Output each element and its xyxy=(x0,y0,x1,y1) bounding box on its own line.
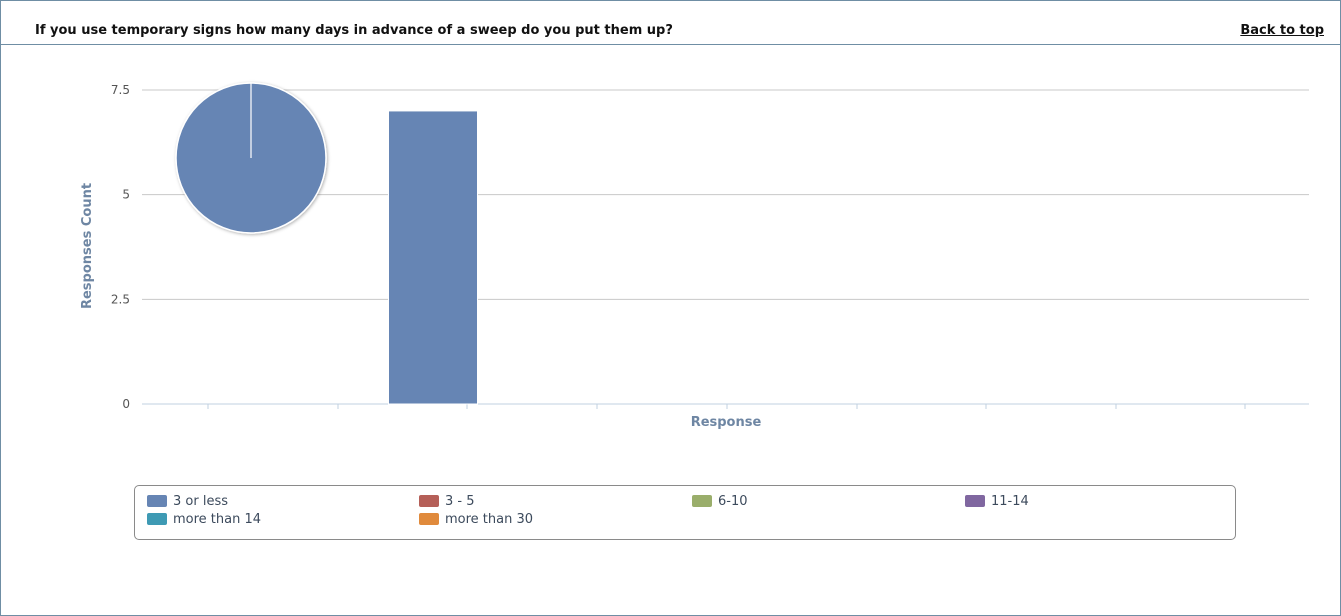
legend-item[interactable]: more than 30 xyxy=(419,511,533,527)
panel-header: If you use temporary signs how many days… xyxy=(1,1,1340,45)
legend-item[interactable]: 11-14 xyxy=(965,493,1029,509)
legend-item[interactable]: 6-10 xyxy=(692,493,748,509)
y-tick-label: 0 xyxy=(122,397,130,411)
back-to-top-link[interactable]: Back to top xyxy=(1240,23,1324,38)
legend-swatch xyxy=(692,495,712,507)
legend-label: 6-10 xyxy=(718,493,748,509)
pie-chart xyxy=(175,82,327,234)
x-axis-title: Response xyxy=(691,415,762,430)
legend-item[interactable]: 3 or less xyxy=(147,493,228,509)
question-title: If you use temporary signs how many days… xyxy=(35,23,673,38)
legend-item[interactable]: more than 14 xyxy=(147,511,261,527)
bar[interactable] xyxy=(388,110,478,405)
chart-legend: 3 or less 3 - 5 6-10 11-14 more than 14 more … xyxy=(134,485,1236,540)
legend-label: 3 - 5 xyxy=(445,493,475,509)
x-ticks xyxy=(207,404,1246,409)
y-tick-label: 5 xyxy=(122,188,130,202)
legend-label: 3 or less xyxy=(173,493,228,509)
bars xyxy=(388,110,478,405)
y-tick-label: 7.5 xyxy=(111,83,130,97)
legend-item[interactable]: 3 - 5 xyxy=(419,493,475,509)
legend-swatch xyxy=(419,513,439,525)
grid-lines xyxy=(142,89,1309,405)
legend-swatch xyxy=(419,495,439,507)
y-tick-label: 2.5 xyxy=(111,292,130,306)
legend-swatch xyxy=(147,495,167,507)
chart-area: 0 2.5 5 7.5 Response Responses Count xyxy=(80,82,1309,430)
legend-label: 11-14 xyxy=(991,493,1029,509)
legend-label: more than 30 xyxy=(445,511,534,527)
y-axis-title: Responses Count xyxy=(80,183,95,309)
legend-label: more than 14 xyxy=(173,511,262,527)
legend-swatch xyxy=(147,513,167,525)
legend-swatch xyxy=(965,495,985,507)
y-tick-labels: 0 2.5 5 7.5 xyxy=(111,83,130,411)
